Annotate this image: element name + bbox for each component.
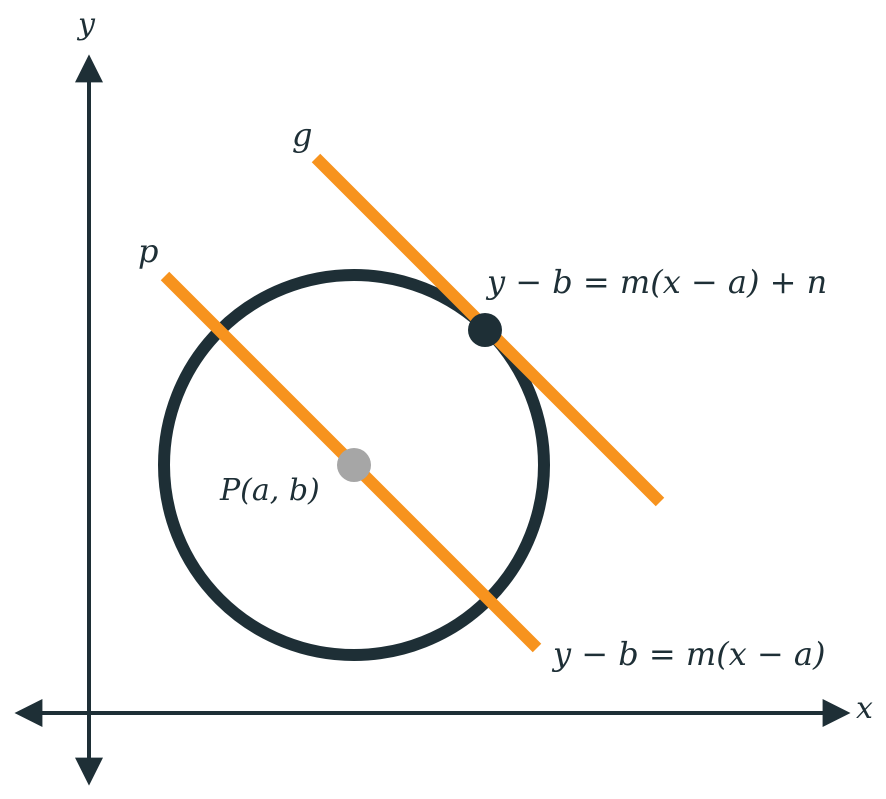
line-p-label: p [138, 232, 158, 270]
circle [158, 269, 550, 661]
center-point-label: P(a, b) [219, 473, 320, 508]
line-p-equation: y − b = m(x − a) [551, 635, 825, 673]
line-g-equation: y − b = m(x − a) + n [485, 263, 827, 301]
x-axis-label: x [856, 691, 873, 726]
y-axis-label: y [76, 7, 96, 42]
intersection-point [468, 313, 502, 347]
center-point [337, 448, 371, 482]
line-g-label: g [292, 116, 312, 154]
